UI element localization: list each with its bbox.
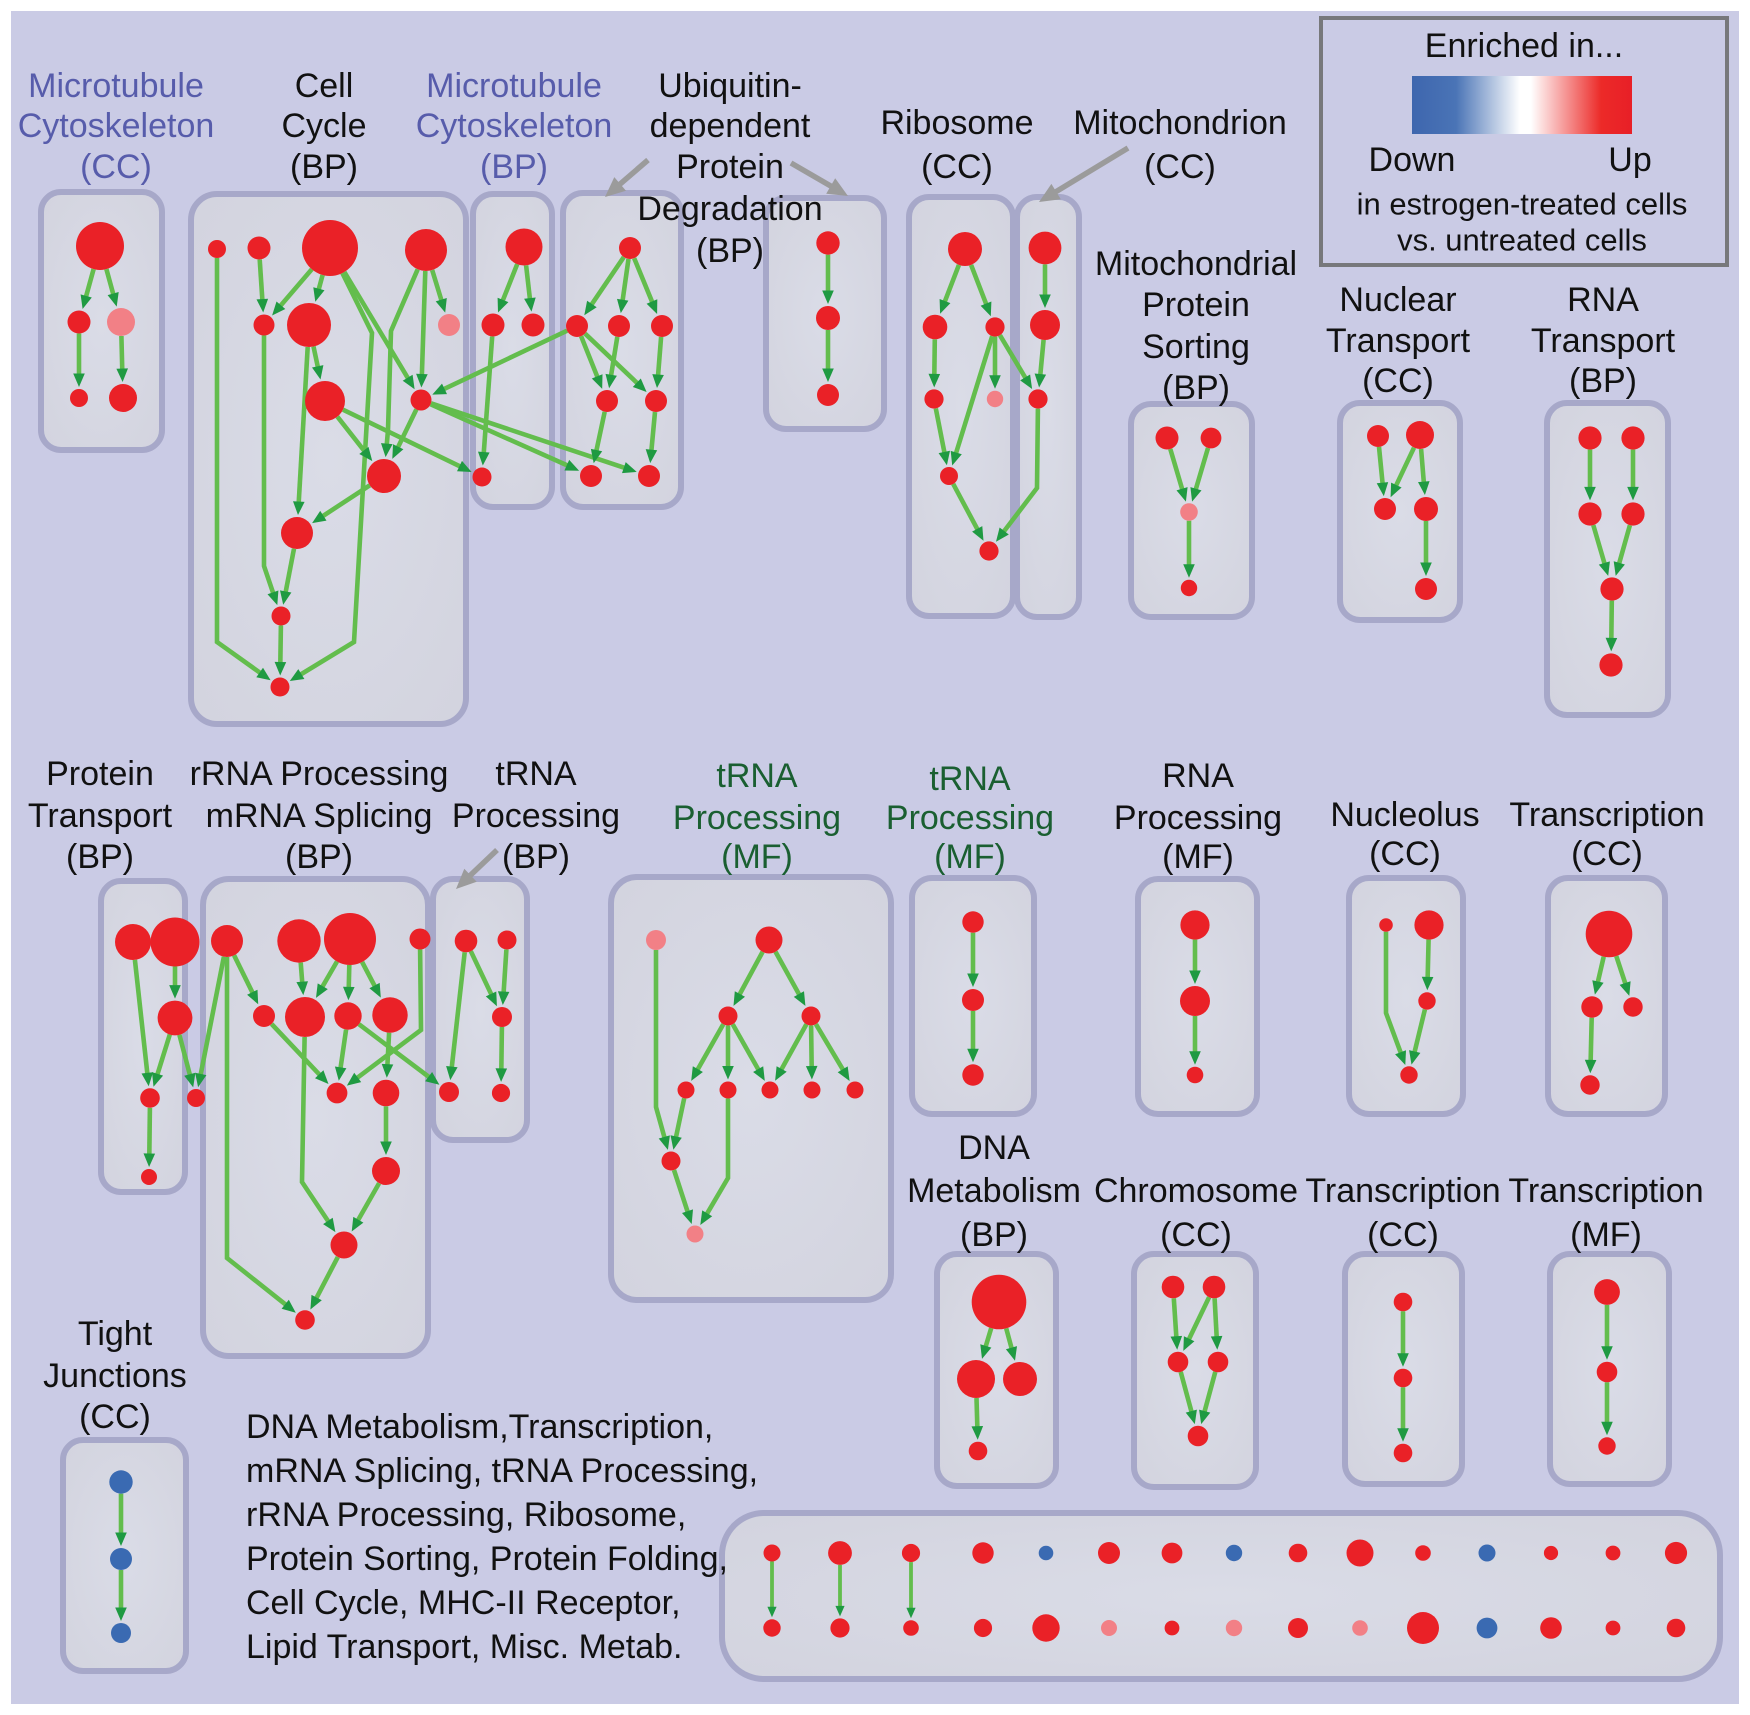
svg-text:DNA: DNA xyxy=(958,1129,1030,1167)
svg-text:(CC): (CC) xyxy=(1144,148,1216,186)
svg-text:Nucleolus: Nucleolus xyxy=(1330,796,1479,834)
svg-text:(BP): (BP) xyxy=(1162,369,1230,407)
svg-text:(BP): (BP) xyxy=(502,838,570,876)
svg-text:(CC): (CC) xyxy=(79,1398,151,1436)
svg-text:Chromosome: Chromosome xyxy=(1094,1172,1298,1210)
svg-text:Up: Up xyxy=(1608,141,1651,179)
svg-text:(BP): (BP) xyxy=(1569,362,1637,400)
svg-text:(MF): (MF) xyxy=(934,838,1006,876)
svg-text:Transport: Transport xyxy=(1326,322,1471,360)
svg-text:(CC): (CC) xyxy=(80,148,152,186)
svg-text:Protein: Protein xyxy=(1142,286,1250,324)
svg-text:Down: Down xyxy=(1369,141,1456,179)
svg-text:(CC): (CC) xyxy=(1367,1216,1439,1254)
svg-text:Junctions: Junctions xyxy=(43,1357,187,1395)
svg-text:DNA Metabolism,Transcription,: DNA Metabolism,Transcription, xyxy=(246,1408,713,1446)
svg-text:tRNA: tRNA xyxy=(929,760,1011,798)
svg-text:in estrogen-treated cells: in estrogen-treated cells xyxy=(1357,187,1688,222)
svg-text:(MF): (MF) xyxy=(1162,838,1234,876)
svg-text:Mitochondrial: Mitochondrial xyxy=(1095,245,1297,283)
svg-text:Processing: Processing xyxy=(673,799,841,837)
svg-text:Metabolism: Metabolism xyxy=(907,1172,1081,1210)
svg-text:mRNA Splicing, tRNA Processing: mRNA Splicing, tRNA Processing, xyxy=(246,1452,758,1490)
svg-text:RNA: RNA xyxy=(1567,281,1639,319)
svg-text:Microtubule: Microtubule xyxy=(28,67,204,105)
svg-text:tRNA: tRNA xyxy=(716,757,798,795)
svg-text:Transport: Transport xyxy=(28,797,173,835)
svg-text:Cycle: Cycle xyxy=(281,107,366,145)
svg-text:Transcription: Transcription xyxy=(1305,1172,1500,1210)
svg-text:Processing: Processing xyxy=(886,799,1054,837)
svg-text:(MF): (MF) xyxy=(721,838,793,876)
svg-text:Sorting: Sorting xyxy=(1142,328,1250,366)
svg-text:Cell: Cell xyxy=(295,67,354,105)
svg-text:Ribosome: Ribosome xyxy=(880,104,1033,142)
svg-text:Enriched in...: Enriched in... xyxy=(1425,27,1623,65)
svg-text:(MF): (MF) xyxy=(1570,1216,1642,1254)
svg-text:rRNA Processing, Ribosome,: rRNA Processing, Ribosome, xyxy=(246,1496,686,1534)
svg-text:tRNA: tRNA xyxy=(495,755,577,793)
svg-text:Protein: Protein xyxy=(676,148,784,186)
svg-text:(BP): (BP) xyxy=(696,232,764,270)
svg-text:Cytoskeleton: Cytoskeleton xyxy=(416,107,613,145)
svg-text:Processing: Processing xyxy=(1114,799,1282,837)
svg-text:(BP): (BP) xyxy=(960,1216,1028,1254)
svg-text:Ubiquitin-: Ubiquitin- xyxy=(658,67,802,105)
svg-text:rRNA Processing: rRNA Processing xyxy=(190,755,449,793)
svg-text:Transport: Transport xyxy=(1531,322,1676,360)
svg-text:Transcription: Transcription xyxy=(1509,796,1704,834)
svg-text:(CC): (CC) xyxy=(1369,835,1441,873)
svg-text:dependent: dependent xyxy=(650,107,811,145)
svg-text:(BP): (BP) xyxy=(480,148,548,186)
svg-text:RNA: RNA xyxy=(1162,757,1234,795)
svg-text:(BP): (BP) xyxy=(66,838,134,876)
svg-text:Protein Sorting, Protein Foldi: Protein Sorting, Protein Folding, xyxy=(246,1540,728,1578)
svg-text:Protein: Protein xyxy=(46,755,154,793)
svg-text:Nuclear: Nuclear xyxy=(1339,281,1456,319)
svg-text:mRNA Splicing: mRNA Splicing xyxy=(206,797,433,835)
svg-text:Processing: Processing xyxy=(452,797,620,835)
svg-text:Microtubule: Microtubule xyxy=(426,67,602,105)
svg-text:(CC): (CC) xyxy=(1160,1216,1232,1254)
svg-text:Cytoskeleton: Cytoskeleton xyxy=(18,107,215,145)
svg-text:(CC): (CC) xyxy=(921,148,993,186)
svg-text:Transcription: Transcription xyxy=(1508,1172,1703,1210)
svg-text:Cell Cycle, MHC-II Receptor,: Cell Cycle, MHC-II Receptor, xyxy=(246,1584,681,1622)
svg-text:Lipid Transport, Misc. Metab.: Lipid Transport, Misc. Metab. xyxy=(246,1628,683,1666)
svg-text:Degradation: Degradation xyxy=(637,190,822,228)
svg-text:(CC): (CC) xyxy=(1571,835,1643,873)
svg-text:(BP): (BP) xyxy=(290,148,358,186)
svg-text:vs. untreated cells: vs. untreated cells xyxy=(1397,223,1647,258)
svg-text:(CC): (CC) xyxy=(1362,362,1434,400)
svg-text:Mitochondrion: Mitochondrion xyxy=(1073,104,1287,142)
svg-text:(BP): (BP) xyxy=(285,838,353,876)
svg-text:Tight: Tight xyxy=(78,1315,153,1353)
